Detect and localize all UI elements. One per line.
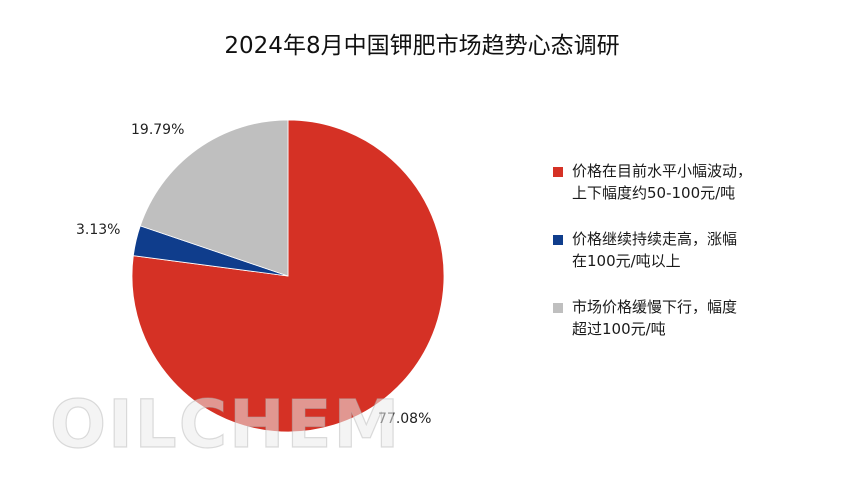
slice-data-label: 19.79%: [131, 122, 184, 138]
legend-item-stable[interactable]: 价格在目前水平小幅波动， 上下幅度约50-100元/吨: [553, 160, 833, 204]
pie-slice-decline[interactable]: [139, 119, 289, 277]
legend-item-rise[interactable]: 价格继续持续走高，涨幅 在100元/吨以上: [553, 228, 833, 272]
legend-text-line: 超过100元/吨: [572, 320, 666, 338]
slice-data-label: 77.08%: [378, 411, 431, 427]
legend-text-line: 上下幅度约50-100元/吨: [572, 184, 736, 202]
pie-slice-stable[interactable]: [131, 119, 445, 433]
legend-text-line: 价格在目前水平小幅波动，: [572, 162, 753, 180]
chart-legend: 价格在目前水平小幅波动， 上下幅度约50-100元/吨 价格继续持续走高，涨幅 …: [553, 160, 833, 340]
legend-swatch-stable: [553, 167, 563, 177]
legend-swatch-decline: [553, 303, 563, 313]
slice-data-label: 3.13%: [76, 222, 120, 238]
legend-text-line: 市场价格缓慢下行，幅度: [572, 298, 738, 316]
legend-text-line: 价格继续持续走高，涨幅: [572, 230, 738, 248]
legend-swatch-rise: [553, 235, 563, 245]
legend-item-decline[interactable]: 市场价格缓慢下行，幅度 超过100元/吨: [553, 296, 833, 340]
legend-text-line: 在100元/吨以上: [572, 252, 681, 270]
chart-title: 2024年8月中国钾肥市场趋势心态调研: [224, 33, 620, 59]
